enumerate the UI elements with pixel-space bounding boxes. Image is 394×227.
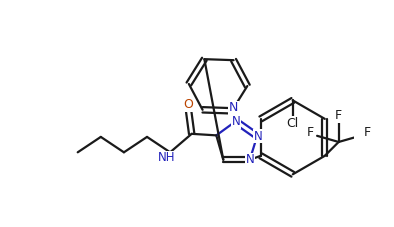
Text: F: F — [335, 109, 342, 122]
Text: NH: NH — [158, 151, 176, 164]
Text: O: O — [184, 98, 193, 111]
Text: N: N — [229, 101, 238, 114]
Text: N: N — [231, 116, 240, 128]
Text: Cl: Cl — [287, 117, 299, 130]
Text: N: N — [245, 153, 254, 166]
Text: F: F — [307, 126, 314, 139]
Text: F: F — [364, 126, 371, 139]
Text: N: N — [253, 130, 262, 143]
